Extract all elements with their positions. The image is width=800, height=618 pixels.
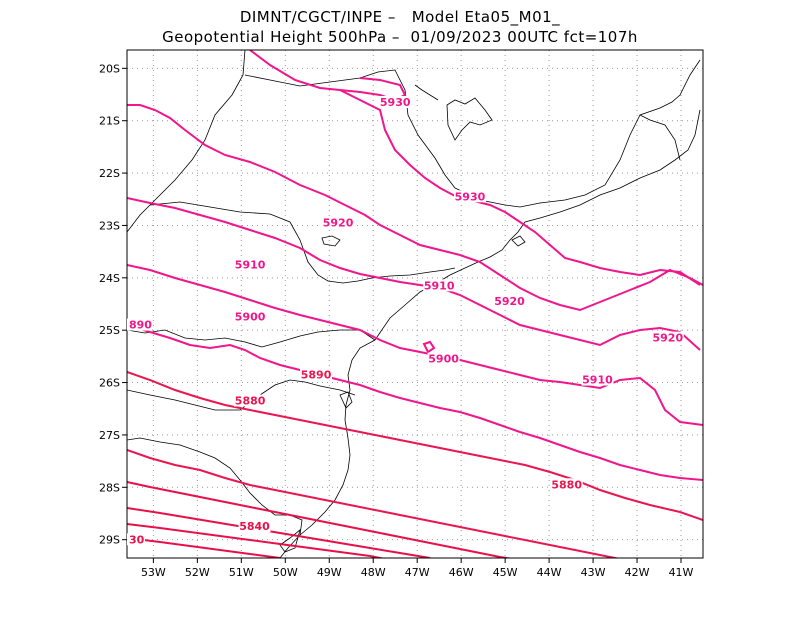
contour-label-bg: [379, 95, 412, 108]
contour-label: 5920: [653, 332, 684, 345]
contour-label: 5920: [494, 295, 525, 308]
contour-label-bg: [234, 310, 267, 323]
contour-label: 5930: [455, 190, 486, 203]
lat-tick-label: 28S: [99, 481, 120, 494]
contour-5880: [127, 449, 621, 558]
lon-tick-label: 50W: [273, 566, 298, 579]
contour-5890: [127, 371, 703, 521]
axis-ticks: 53W 52W 51W 50W 49W 48W 47W 46W 45W 44W 43W 42W 41W 2…: [99, 62, 694, 579]
contour-label-bg: [322, 216, 355, 229]
lagoon-patos: [279, 528, 301, 553]
state-border-ms-sp: [127, 50, 246, 233]
lat-tick-label: 21S: [99, 115, 120, 128]
contour-label-bg: [427, 352, 460, 365]
contour-label: 5880: [551, 478, 582, 491]
lat-tick-label: 20S: [99, 62, 120, 75]
contour-label: 5910: [424, 279, 455, 292]
state-border-pr-sc: [127, 329, 376, 348]
lon-tick-label: 47W: [405, 566, 430, 579]
lon-tick-label: 53W: [141, 566, 166, 579]
lon-tick-label: 44W: [537, 566, 562, 579]
island-ilhabela: [511, 235, 526, 247]
contour-label-bg: [550, 478, 583, 491]
contour-label-bg: [493, 295, 526, 307]
lat-tick-label: 27S: [99, 429, 120, 442]
contour-label-bg: [238, 520, 271, 533]
contour-label-bg: [234, 394, 267, 407]
lon-tick-label: 51W: [229, 566, 254, 579]
contour-5860: [127, 507, 431, 558]
reservoir-south: [321, 235, 341, 247]
lon-tick-label: 49W: [317, 566, 342, 579]
lon-tick-label: 46W: [449, 566, 474, 579]
lat-tick-label: 26S: [99, 377, 120, 390]
contour-5900: [127, 324, 703, 481]
contour-label-bg: [127, 533, 145, 546]
lon-tick-label: 43W: [581, 566, 606, 579]
contour-5900-blob: [422, 340, 436, 354]
contour-5830: [127, 537, 281, 558]
lake-tiete: [446, 97, 493, 141]
border-mg-rj: [454, 59, 701, 208]
contour-5870: [127, 481, 514, 558]
contour-label: 5910: [582, 374, 613, 387]
lon-tick-label: 45W: [493, 566, 518, 579]
contour-label: 890: [129, 319, 152, 332]
contour-label-bg: [127, 318, 152, 331]
contour-label: 5920: [323, 216, 354, 229]
lat-tick-label: 29S: [99, 534, 120, 547]
state-border-sp-mg: [244, 69, 456, 189]
lon-tick-label: 48W: [361, 566, 386, 579]
contour-5930-loop: [249, 50, 407, 102]
contour-label: 5930: [380, 96, 411, 109]
lat-tick-label: 22S: [99, 167, 120, 180]
lon-tick-label: 41W: [669, 566, 694, 579]
contour-label-bg: [300, 368, 333, 381]
lon-tick-label: 52W: [185, 566, 210, 579]
contour-5930-north: [127, 104, 703, 312]
contour-label-bg: [651, 331, 684, 344]
contour-label: 30: [129, 533, 145, 546]
lat-tick-label: 25S: [99, 324, 120, 337]
island-floripa: [339, 391, 353, 409]
map-title-line1: DIMNT/CGCT/INPE – Model Eta05_M01_: [239, 8, 561, 26]
contour-label: 5910: [235, 258, 266, 271]
contour-5850: [127, 523, 386, 558]
coast-sc: [299, 339, 376, 536]
contour-label: 5900: [235, 311, 266, 324]
map-title-line2: Geopotential Height 500hPa – 01/09/2023 …: [162, 28, 638, 46]
contour-label: 5880: [235, 395, 266, 408]
border-rs-sc: [127, 437, 303, 558]
map-frame: [126, 49, 704, 559]
contour-label-bg: [423, 279, 456, 292]
contour-label: 5840: [239, 520, 270, 533]
contour-label: 5900: [428, 353, 459, 366]
contour-label-bg: [234, 258, 267, 271]
contour-label: 5890: [301, 368, 332, 381]
lat-tick-label: 24S: [99, 272, 120, 285]
lon-tick-label: 42W: [625, 566, 650, 579]
map-background: [127, 50, 703, 558]
contour-label-bg: [453, 190, 486, 203]
lat-tick-label: 23S: [99, 219, 120, 232]
contour-label-bg: [581, 373, 614, 386]
contour-labels: 5930 5930 5920 5920 5920 5910 5910 5910 5900 5900…: [127, 95, 684, 546]
contour-lines: [127, 50, 703, 558]
border-es: [639, 114, 681, 161]
contour-5930-mid: [339, 89, 701, 286]
state-border-pr-sp: [149, 201, 456, 284]
lake-furnas: [414, 84, 439, 101]
